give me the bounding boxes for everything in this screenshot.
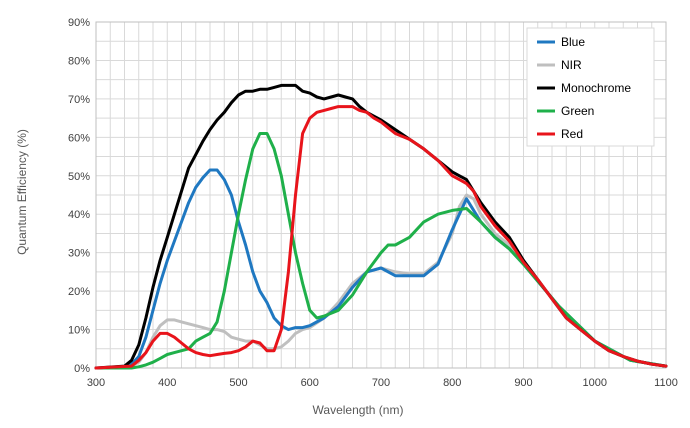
x-tick-label: 700 (372, 377, 390, 389)
y-axis-title: Quantum Efficiency (%) (15, 129, 29, 255)
x-tick-label: 1100 (654, 377, 678, 389)
x-axis-title: Wavelength (nm) (313, 403, 404, 417)
legend-label-monochrome: Monochrome (561, 81, 631, 95)
legend-label-blue: Blue (561, 35, 585, 49)
plot-border (95, 21, 667, 369)
y-tick-label: 70% (68, 94, 90, 106)
y-tick-label: 20% (68, 286, 90, 298)
y-tick-label: 60% (68, 132, 90, 144)
x-tick-label: 900 (514, 377, 532, 389)
legend-label-green: Green (561, 104, 594, 118)
legend: Blue NIR Monochrome Green Red (526, 27, 655, 147)
y-axis-ticks: 0% 10% 20% 30% 40% 50% 60% 70% 80% 90% (68, 17, 90, 375)
y-tick-label: 50% (68, 171, 90, 183)
y-tick-label: 90% (68, 17, 90, 29)
x-axis-ticks: 300 400 500 600 700 800 900 1000 1100 (87, 377, 678, 389)
legend-label-red: Red (561, 127, 583, 141)
y-tick-label: 30% (68, 248, 90, 260)
series-line-nir (94, 193, 668, 370)
y-tick-label: 80% (68, 55, 90, 67)
y-tick-label: 10% (68, 325, 90, 337)
y-tick-label: 40% (68, 209, 90, 221)
x-tick-label: 600 (301, 377, 319, 389)
series-lines (94, 83, 668, 370)
x-tick-label: 300 (87, 377, 105, 389)
series-line-red (94, 105, 668, 370)
legend-label-nir: NIR (561, 58, 582, 72)
y-tick-label: 0% (74, 363, 90, 375)
x-tick-label: 800 (443, 377, 461, 389)
x-tick-label: 1000 (583, 377, 607, 389)
x-tick-label: 500 (229, 377, 247, 389)
x-tick-label: 400 (158, 377, 176, 389)
grid (95, 21, 667, 369)
